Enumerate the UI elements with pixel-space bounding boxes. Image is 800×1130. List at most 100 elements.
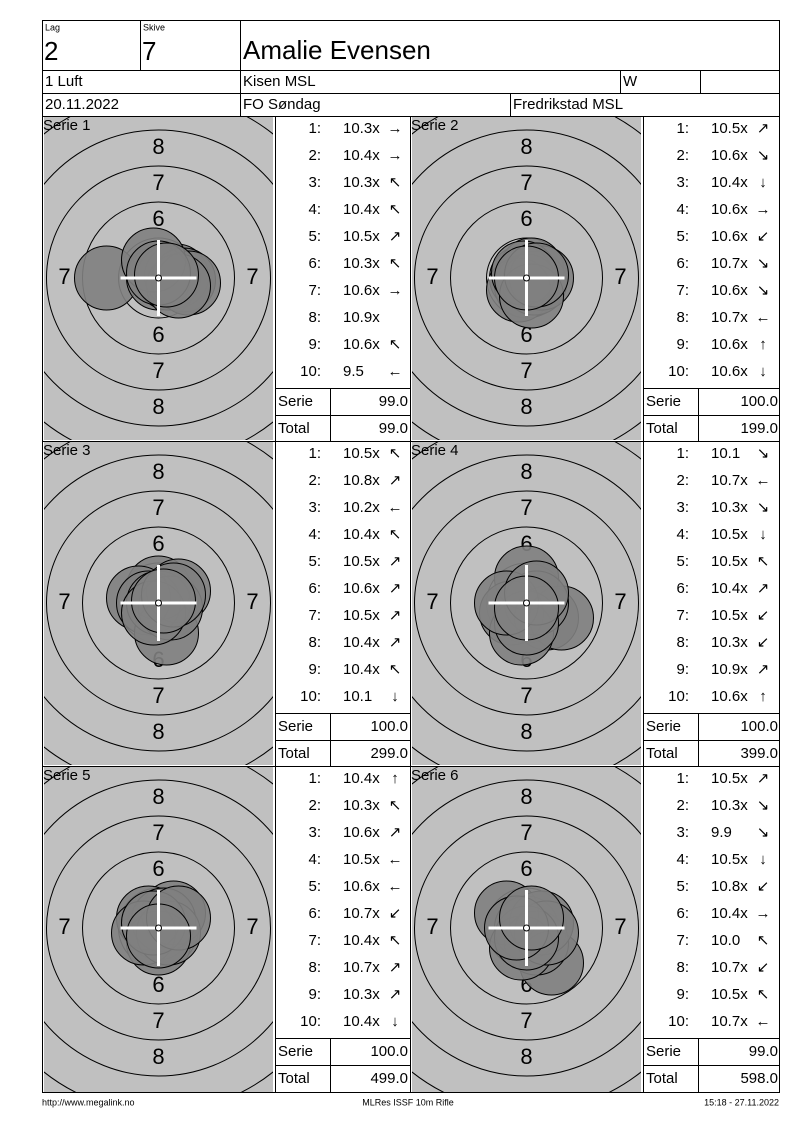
shot-number: 1: — [676, 770, 689, 787]
shot-direction: ↖ — [389, 661, 402, 678]
total-score: 99.0 — [379, 420, 408, 437]
shot-number: 9: — [308, 336, 321, 353]
shot-direction: ↘ — [757, 147, 770, 164]
shot-direction: ↖ — [389, 797, 402, 814]
shot-score: 10.5x — [711, 851, 748, 868]
shot-direction: → — [756, 905, 771, 922]
shot-score: 10.4x — [343, 634, 380, 651]
shot-direction: ↖ — [389, 336, 402, 353]
serie-label: Serie — [278, 393, 313, 410]
shot-direction: ↑ — [391, 770, 399, 787]
club: Kisen MSL — [243, 73, 316, 90]
shot-score: 10.1 — [711, 445, 740, 462]
shot-number: 8: — [676, 309, 689, 326]
total-score: 399.0 — [740, 745, 778, 762]
ring-label: 7 — [152, 170, 164, 195]
shot-number: 1: — [676, 120, 689, 137]
shot-score: 10.3x — [343, 120, 380, 137]
series-title: Serie 5 — [43, 767, 91, 784]
shot-score: 10.6x — [711, 363, 748, 380]
gender: W — [623, 73, 638, 90]
ring — [82, 526, 235, 680]
ring-label: 8 — [22, 914, 34, 939]
shot-score: 10.5x — [343, 553, 380, 570]
ring-label: 7 — [520, 495, 532, 520]
ring-label: 8 — [520, 784, 532, 809]
shot-direction: ↘ — [757, 499, 770, 516]
shot-direction: ↘ — [757, 797, 770, 814]
shot-direction: ↙ — [757, 959, 770, 976]
shot-score: 10.7x — [343, 959, 380, 976]
shot-score: 10.8x — [343, 472, 380, 489]
ring-label: 8 — [282, 589, 294, 614]
shot-number: 4: — [308, 851, 321, 868]
shot-number: 1: — [308, 445, 321, 462]
ring-label: 7 — [520, 358, 532, 383]
serie-score: 99.0 — [379, 393, 408, 410]
total-label: Total — [278, 420, 310, 437]
shot-number: 6: — [676, 255, 689, 272]
shot-direction: ↗ — [389, 986, 402, 1003]
shot-score: 10.5x — [711, 770, 748, 787]
shot-direction: ↗ — [389, 634, 402, 651]
shot-score: 10.4x — [711, 580, 748, 597]
shot-number: 4: — [676, 201, 689, 218]
shot-score: 10.7x — [711, 255, 748, 272]
shot-number: 7: — [676, 932, 689, 949]
shot-number: 4: — [308, 526, 321, 543]
series-title: Serie 2 — [411, 117, 459, 134]
shot-score: 10.6x — [711, 336, 748, 353]
shot-number: 2: — [308, 472, 321, 489]
ring — [44, 779, 273, 1077]
ring-label: 8 — [650, 264, 662, 289]
ring-label: 7 — [152, 820, 164, 845]
shot-score: 10.6x — [711, 228, 748, 245]
shot-number: 5: — [676, 553, 689, 570]
venue: Fredrikstad MSL — [513, 96, 623, 113]
shot-number: 10: — [300, 363, 321, 380]
shot-direction: ↖ — [389, 255, 402, 272]
centre-dot — [155, 599, 162, 607]
serie-score: 100.0 — [740, 393, 778, 410]
shot-direction: ↓ — [759, 174, 767, 191]
total-label: Total — [646, 420, 678, 437]
shot-number: 6: — [676, 580, 689, 597]
shot-score: 10.5x — [711, 120, 748, 137]
shot-score: 10.3x — [343, 797, 380, 814]
shot-score: 10.4x — [711, 174, 748, 191]
shot-score: 10.9x — [343, 309, 380, 326]
ring-label: 8 — [282, 264, 294, 289]
ring-label: 7 — [426, 914, 438, 939]
ring — [412, 454, 641, 752]
shot-number: 8: — [308, 309, 321, 326]
ring-label: 7 — [246, 914, 258, 939]
shot-score: 10.4x — [343, 201, 380, 218]
shot-number: 1: — [308, 120, 321, 137]
event: FO Søndag — [243, 96, 321, 113]
ring-label: 6 — [152, 856, 164, 881]
ring-label: 8 — [520, 459, 532, 484]
shot-score: 10.1 — [343, 688, 372, 705]
shot-number: 2: — [676, 797, 689, 814]
serie-label: Serie — [646, 1043, 681, 1060]
shot-direction: ↖ — [389, 445, 402, 462]
ring — [450, 201, 603, 355]
centre-dot — [523, 924, 530, 932]
shot-score: 10.4x — [711, 905, 748, 922]
lag-label: Lag — [45, 22, 60, 32]
shot-direction: ↗ — [389, 472, 402, 489]
shot-score: 10.7x — [711, 309, 748, 326]
shot-number: 10: — [668, 363, 689, 380]
shot-number: 10: — [300, 688, 321, 705]
ring — [414, 165, 639, 391]
shot-direction: ↓ — [391, 1013, 399, 1030]
shot-score: 10.0 — [711, 932, 740, 949]
shot-direction: → — [388, 147, 403, 164]
shot-direction: → — [388, 282, 403, 299]
shot-direction: ← — [756, 309, 771, 326]
